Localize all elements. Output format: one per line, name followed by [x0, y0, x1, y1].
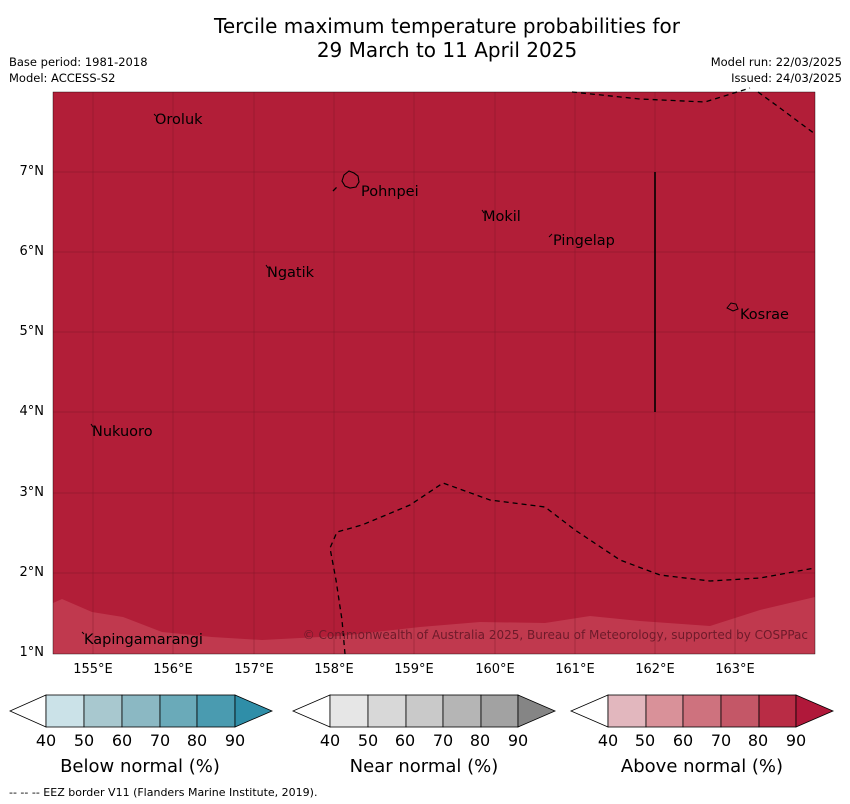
base-period: Base period: 1981-2018 — [9, 55, 148, 69]
chart-title: Tercile maximum temperature probabilitie… — [0, 14, 850, 62]
lower-probability-band — [53, 597, 815, 654]
lat-tick-2: 2°N — [19, 565, 45, 580]
map-frame — [52, 91, 816, 655]
title-line-1: Tercile maximum temperature probabilitie… — [214, 14, 680, 38]
lat-tick-6: 6°N — [19, 244, 45, 259]
meta-left: Base period: 1981-2018 Model: ACCESS-S2 — [9, 54, 148, 86]
lat-tick-3: 3°N — [19, 485, 45, 500]
eez-border-northeast — [757, 91, 816, 135]
lon-tick-157: 157°E — [234, 662, 274, 677]
place-ngatik: Ngatik — [267, 265, 315, 281]
place-kapingamarangi: Kapingamarangi — [84, 632, 203, 648]
lat-tick-1: 1°N — [19, 645, 45, 660]
place-oroluk: Oroluk — [155, 112, 203, 128]
lon-tick-163: 163°E — [715, 662, 755, 677]
near-tick-80: 80 — [469, 731, 491, 750]
eez-border-south — [329, 482, 816, 655]
lon-tick-158: 158°E — [314, 662, 354, 677]
place-nukuoro: Nukuoro — [92, 424, 153, 440]
lon-tick-161: 161°E — [555, 662, 595, 677]
lat-tick-4: 4°N — [19, 404, 45, 419]
grid-lines — [53, 92, 815, 654]
above-normal-title: Above normal (%) — [620, 756, 784, 777]
near-tick-60: 60 — [394, 731, 416, 750]
near-tick-50: 50 — [357, 731, 379, 750]
below-tick-80: 80 — [186, 731, 208, 750]
issued-date: Issued: 24/03/2025 — [731, 71, 842, 85]
model-run: Model run: 22/03/2025 — [710, 55, 842, 69]
above-tick-80: 80 — [747, 731, 769, 750]
meta-right: Model run: 22/03/2025 Issued: 24/03/2025 — [711, 54, 842, 86]
place-mokil: Mokil — [483, 209, 521, 225]
eez-border-north — [571, 87, 751, 103]
pohnpei-island-shape — [341, 170, 360, 189]
copyright-notice: © Commonwealth of Australia 2025, Bureau… — [302, 628, 808, 642]
title-line-2: 29 March to 11 April 2025 — [316, 38, 578, 62]
place-kosrae: Kosrae — [740, 307, 789, 323]
lon-tick-156: 156°E — [153, 662, 193, 677]
below-tick-70: 70 — [149, 731, 171, 750]
lat-tick-7: 7°N — [19, 164, 45, 179]
near-tick-90: 90 — [507, 731, 529, 750]
lon-tick-160: 160°E — [475, 662, 515, 677]
lon-tick-162: 162°E — [635, 662, 675, 677]
place-pohnpei: Pohnpei — [361, 184, 419, 200]
eez-border-pohnpei — [332, 186, 338, 192]
above-tick-90: 90 — [785, 731, 807, 750]
near-tick-40: 40 — [319, 731, 341, 750]
eez-borders — [329, 87, 816, 655]
colorbar-above — [569, 694, 835, 728]
colorbar-below — [9, 694, 274, 728]
above-tick-40: 40 — [597, 731, 619, 750]
place-pingelap: Pingelap — [553, 233, 615, 249]
lat-tick-5: 5°N — [19, 324, 45, 339]
below-tick-90: 90 — [224, 731, 246, 750]
lon-tick-155: 155°E — [73, 662, 113, 677]
map-area — [53, 92, 815, 654]
above-tick-50: 50 — [634, 731, 656, 750]
above-tick-60: 60 — [672, 731, 694, 750]
near-normal-title: Near normal (%) — [349, 756, 499, 777]
model-name: Model: ACCESS-S2 — [9, 71, 116, 85]
below-tick-50: 50 — [73, 731, 95, 750]
lon-tick-159: 159°E — [394, 662, 434, 677]
below-tick-40: 40 — [35, 731, 57, 750]
eez-footnote: -- -- -- EEZ border V11 (Flanders Marine… — [9, 786, 318, 799]
kosrae-island-shape — [726, 302, 739, 312]
colorbar-near — [291, 694, 557, 728]
near-tick-70: 70 — [432, 731, 454, 750]
atoll-marks — [81, 113, 553, 635]
below-normal-title: Below normal (%) — [60, 756, 220, 777]
below-tick-60: 60 — [111, 731, 133, 750]
above-tick-70: 70 — [710, 731, 732, 750]
